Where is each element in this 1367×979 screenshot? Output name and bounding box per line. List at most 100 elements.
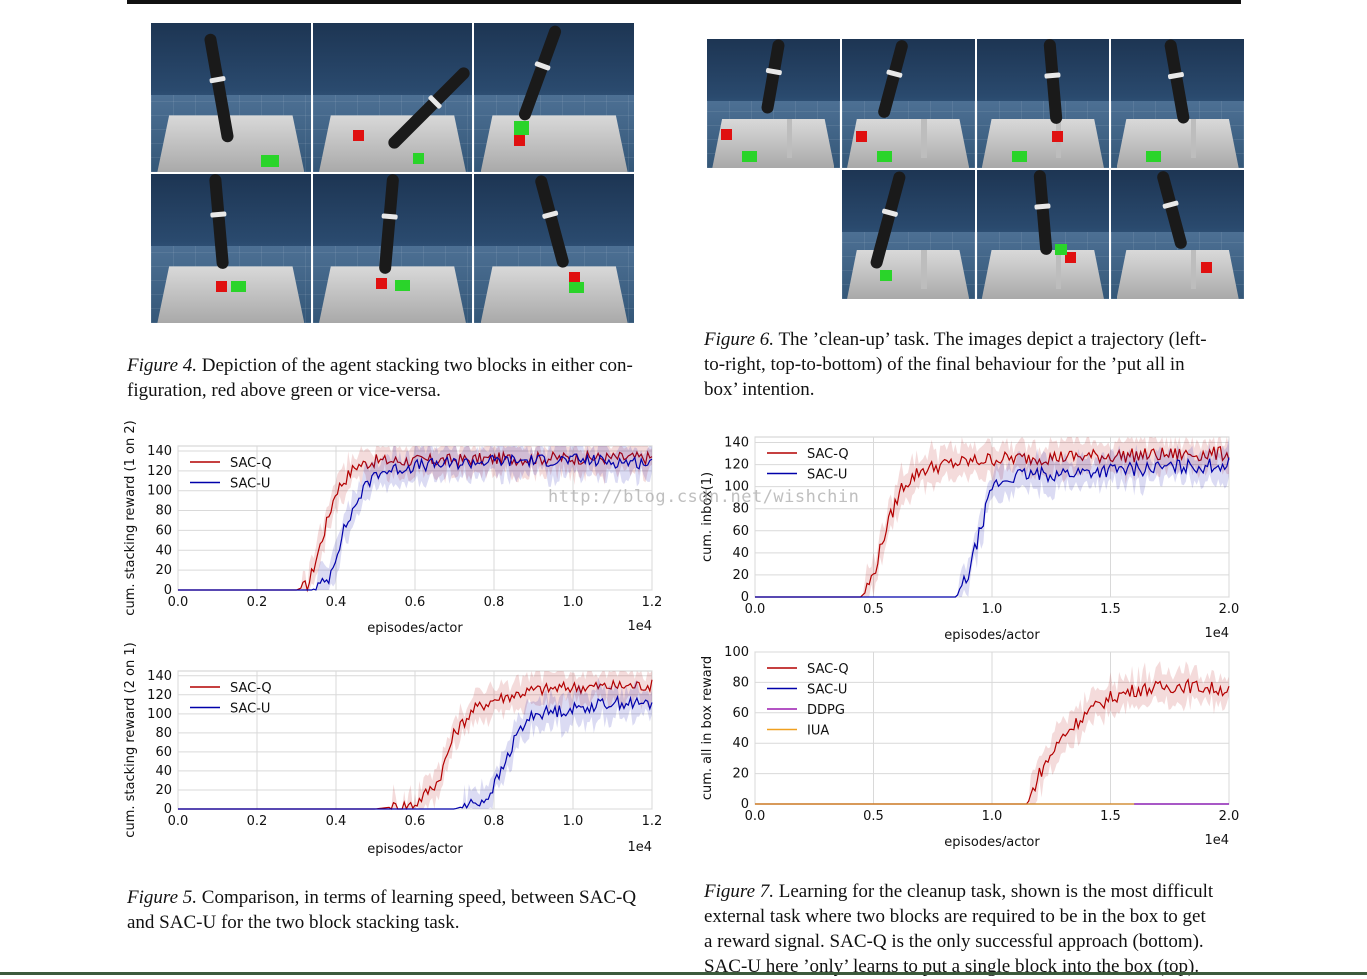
x-tick-label: 1.2 [642,814,663,829]
x-tick-label: 0.8 [484,595,505,610]
figure5-line1: Comparison, in terms of learning speed, … [201,887,637,908]
y-tick-label: 100 [147,484,172,499]
legend-label: SAC-Q [230,456,272,471]
series-band-sac-u [755,438,1229,597]
y-tick-label: 0 [164,802,172,817]
x-tick-label: 1.5 [1100,809,1121,824]
x-axis-label: episodes/actor [944,628,1040,643]
y-axis-label: cum. stacking reward (1 on 2) [123,420,138,615]
legend-label: SAC-U [807,468,847,483]
x-tick-label: 2.0 [1219,809,1240,824]
plot-all-in-box: 0.0 0.5 1.0 1.5 2.0 0 20 40 60 80 100 episodes/acto… [697,640,1247,855]
y-tick-label: 40 [732,546,749,561]
y-axis-label: cum. inbox(1) [700,472,715,562]
x-tick-label: 0.0 [745,602,766,617]
figure6-line1: The ’clean-up’ task. The images depict a… [778,329,1207,350]
x-tick-label: 0.5 [863,809,884,824]
plot-stacking-2on1: 0.0 0.2 0.4 0.6 0.8 1.0 1.2 0 20 40 60 80 100 120 140 e… [120,637,680,859]
figure6-image [707,39,1244,299]
y-tick-label: 40 [155,543,172,558]
figure4-frame [474,174,634,323]
y-tick-label: 100 [147,707,172,722]
legend-label: DDPG [807,703,845,718]
figure6-line2: to-right, top-to-bottom) of the final be… [704,354,1185,375]
y-tick-label: 20 [732,568,749,583]
figure6-blank [707,170,840,299]
x-tick-label: 1.2 [642,595,663,610]
legend-label: SAC-Q [807,447,849,462]
y-tick-label: 0 [741,590,749,605]
y-tick-label: 60 [732,524,749,539]
plot-all-in-box-svg: 0.0 0.5 1.0 1.5 2.0 0 20 40 60 80 100 episodes/acto… [700,645,1240,850]
figure6-frame [976,170,1110,299]
y-tick-label: 120 [147,688,172,703]
figure4-frame [312,23,473,172]
x-axis-multiplier: 1e4 [627,619,652,634]
x-tick-label: 0.2 [247,814,268,829]
x-tick-label: 1.0 [563,814,584,829]
y-tick-label: 120 [724,458,749,473]
x-axis-multiplier: 1e4 [1204,626,1229,641]
y-tick-label: 80 [732,675,749,690]
series-band-sac-q [755,437,1229,597]
y-tick-label: 20 [155,783,172,798]
figure6-frame [976,39,1110,168]
x-tick-label: 1.5 [1100,602,1121,617]
figure4-caption: Figure 4. Depiction of the agent stackin… [127,353,672,403]
figure7-label: Figure 7. [704,881,775,902]
figure4-image [151,23,634,323]
figure4-label: Figure 4. [127,355,198,376]
x-tick-label: 0.4 [326,814,347,829]
x-tick-label: 0.0 [168,814,189,829]
figure6-frame [1111,170,1244,299]
y-tick-label: 120 [147,464,172,479]
y-tick-label: 140 [147,669,172,684]
top-rule [127,0,1241,4]
legend-label: SAC-Q [807,662,849,677]
series-band-sac-q [178,671,652,809]
y-tick-label: 60 [155,745,172,760]
figure5-caption: Figure 5. Comparison, in terms of learni… [127,885,672,935]
y-tick-label: 60 [155,523,172,538]
y-tick-label: 80 [155,726,172,741]
figure6-frame [841,170,975,299]
x-tick-label: 0.2 [247,595,268,610]
bottom-rule [0,972,1367,975]
figure6-frame [841,39,975,168]
y-tick-label: 100 [724,480,749,495]
figure5-line2: and SAC-U for the two block stacking tas… [127,912,460,933]
figure4-frame [312,174,473,323]
x-axis-label: episodes/actor [367,842,463,857]
figure7-line3: a reward signal. SAC-Q is the only succe… [704,931,1204,952]
figure4-frame [151,174,311,323]
series-line-sac-u [755,457,1230,598]
series-line-sac-u [178,694,653,810]
y-tick-label: 0 [741,797,749,812]
x-tick-label: 0.0 [745,809,766,824]
figure6-frame [707,39,840,168]
plot-stacking-1on2-svg: 0.0 0.2 0.4 0.6 0.8 1.0 1.2 0 20 40 60 80 100 120 140 e… [123,420,663,636]
y-tick-label: 0 [164,583,172,598]
x-tick-label: 1.0 [563,595,584,610]
y-tick-label: 20 [732,767,749,782]
plot-stacking-2on1-svg: 0.0 0.2 0.4 0.6 0.8 1.0 1.2 0 20 40 60 80 100 120 140 e… [123,642,663,857]
x-tick-label: 1.0 [982,602,1003,617]
x-tick-label: 2.0 [1219,602,1240,617]
y-axis-label: cum. all in box reward [700,656,715,800]
y-tick-label: 40 [155,764,172,779]
series-band-sac-q [755,661,1229,804]
figure6-line3: box’ intention. [704,379,815,400]
x-tick-label: 0.6 [405,595,426,610]
x-tick-label: 0.4 [326,595,347,610]
y-tick-label: 60 [732,706,749,721]
y-tick-label: 20 [155,563,172,578]
x-axis-multiplier: 1e4 [1204,833,1229,848]
legend-label: IUA [807,724,829,739]
figure7-line1: Learning for the cleanup task, shown is … [778,881,1214,902]
y-tick-label: 40 [732,736,749,751]
figure7-line2: external task where two blocks are requi… [704,906,1206,927]
series-band-sac-u [178,677,652,809]
y-tick-label: 140 [147,444,172,459]
x-tick-label: 1.0 [982,809,1003,824]
x-axis-label: episodes/actor [944,835,1040,850]
